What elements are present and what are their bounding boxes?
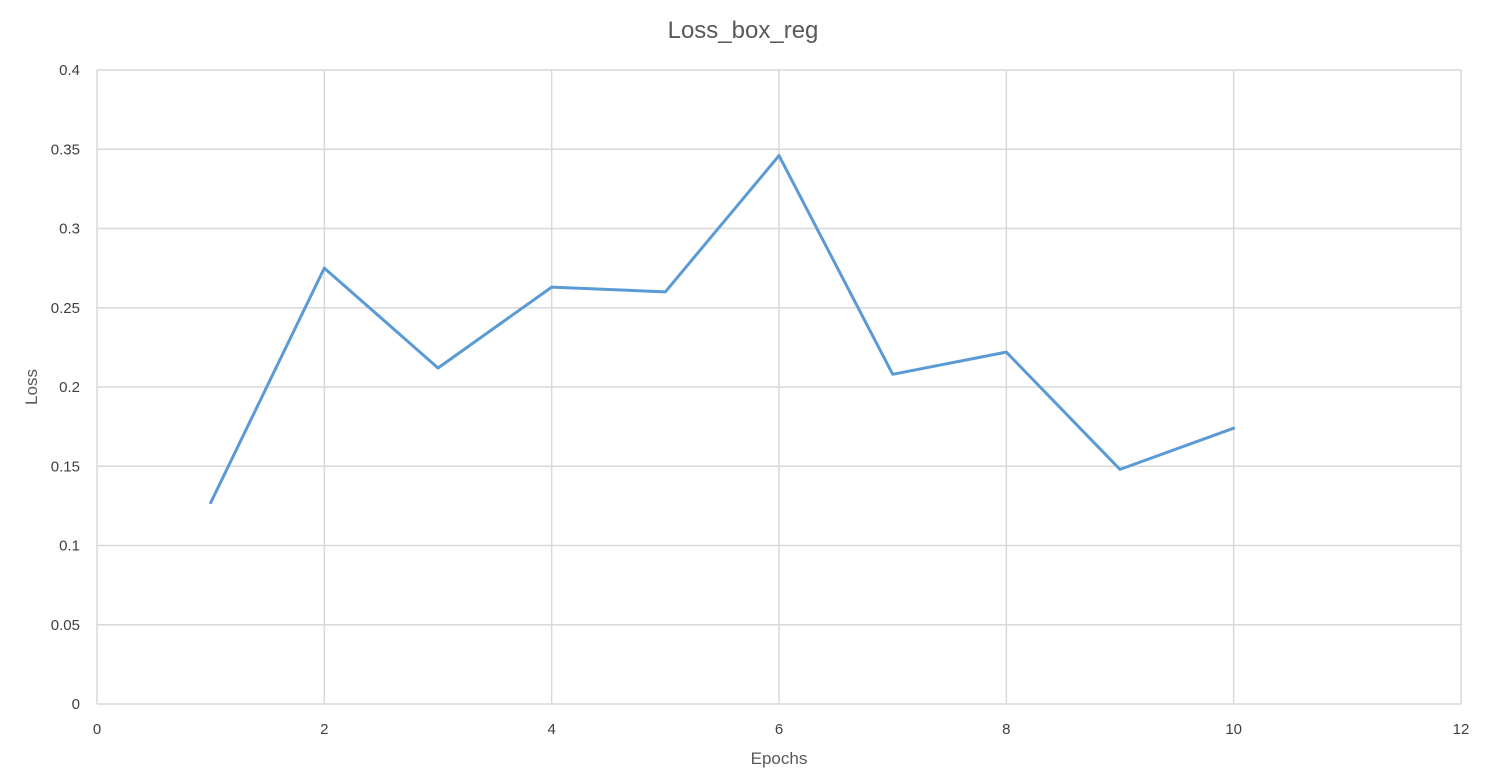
- x-tick-label: 2: [320, 721, 328, 738]
- y-axis-title: Loss: [22, 369, 41, 405]
- x-tick-label: 12: [1453, 721, 1470, 738]
- series-layer: [209, 154, 1236, 505]
- y-tick-label: 0.4: [59, 62, 80, 79]
- y-tick-label: 0.05: [51, 617, 80, 634]
- tick-labels: 0 0.05 0.1 0.15 0.2 0.25 0.3 0.35 0.4 0 2 4 6 8 10 12: [51, 62, 1470, 738]
- chart-title: Loss_box_reg: [668, 17, 819, 44]
- x-tick-label: 0: [93, 721, 101, 738]
- y-tick-label: 0.35: [51, 141, 80, 158]
- x-tick-label: 10: [1225, 721, 1242, 738]
- y-tick-label: 0.15: [51, 458, 80, 475]
- y-tick-label: 0.25: [51, 300, 80, 317]
- x-tick-label: 4: [547, 721, 555, 738]
- y-tick-label: 0.1: [59, 538, 80, 555]
- gridlines: [96, 69, 1462, 705]
- x-tick-label: 8: [1002, 721, 1010, 738]
- series-line: [209, 154, 1236, 505]
- x-axis-title: Epochs: [751, 749, 808, 768]
- y-tick-label: 0: [72, 696, 80, 713]
- y-tick-label: 0.3: [59, 221, 80, 238]
- x-tick-label: 6: [775, 721, 783, 738]
- y-tick-label: 0.2: [59, 379, 80, 396]
